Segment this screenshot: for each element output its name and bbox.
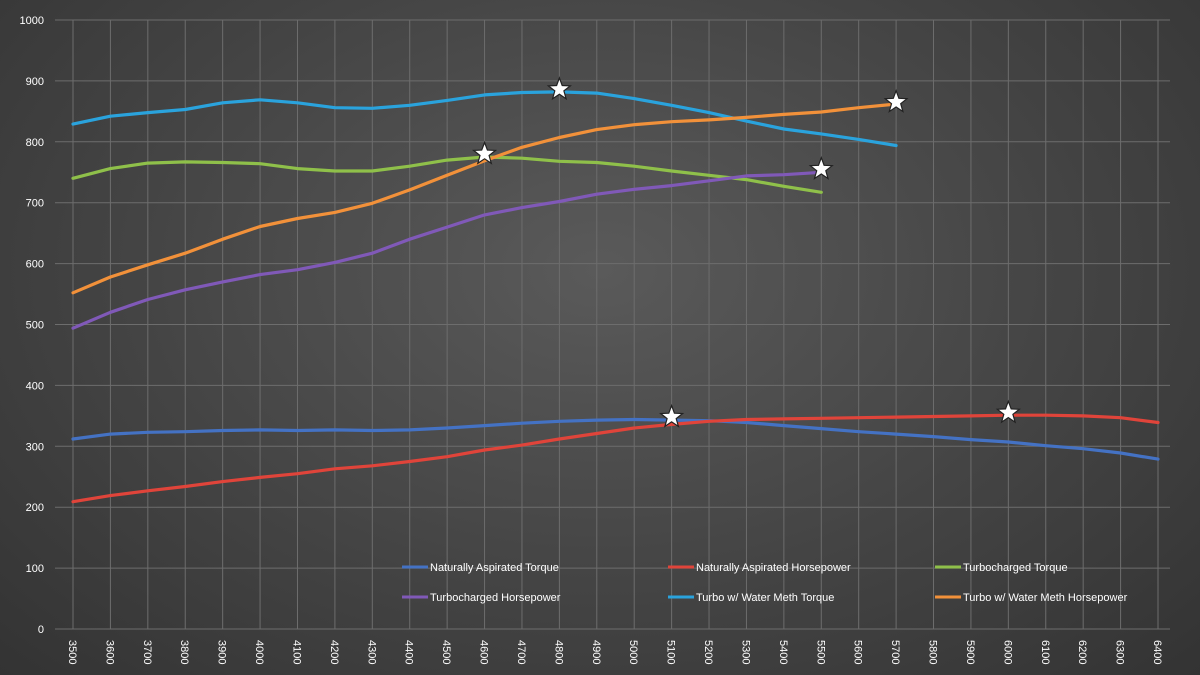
x-tick-label: 5700 [889, 640, 901, 664]
legend-item: Turbocharged Horsepower [402, 592, 561, 604]
x-tick-label: 5600 [852, 640, 864, 664]
y-tick-label: 600 [26, 259, 44, 271]
legend-item: Turbo w/ Water Meth Torque [668, 592, 834, 604]
legend-label: Turbo w/ Water Meth Torque [696, 592, 834, 604]
x-tick-label: 4400 [403, 640, 415, 664]
y-tick-label: 1000 [20, 15, 44, 27]
series-line-2 [71, 413, 1160, 504]
x-tick-label: 5100 [665, 640, 677, 664]
y-tick-label: 800 [26, 137, 44, 149]
y-tick-label: 900 [26, 76, 44, 88]
x-tick-label: 3700 [141, 640, 153, 664]
peak-star-icon [808, 155, 834, 180]
peak-star-icon [883, 88, 909, 113]
y-tick-label: 200 [26, 502, 44, 514]
x-tick-label: 3600 [103, 640, 115, 664]
x-tick-label: 5500 [814, 640, 826, 664]
x-tick-label: 6000 [1001, 640, 1013, 664]
series-line-4 [71, 170, 823, 330]
x-tick-label: 4000 [253, 640, 265, 664]
legend-item: Turbo w/ Water Meth Horsepower [935, 592, 1128, 604]
x-tick-label: 4600 [478, 640, 490, 664]
peak-star-icon [471, 140, 498, 165]
series-line-6 [71, 102, 898, 295]
x-tick-label: 4100 [290, 640, 302, 664]
legend-label: Naturally Aspirated Horsepower [696, 562, 851, 574]
y-tick-label: 0 [38, 624, 44, 636]
legend-item: Naturally Aspirated Torque [402, 562, 559, 574]
x-tick-label: 3800 [178, 640, 190, 664]
y-tick-label: 300 [26, 441, 44, 453]
x-tick-label: 6100 [1039, 640, 1051, 664]
x-tick-label: 4300 [365, 640, 377, 664]
x-tick-label: 6300 [1114, 640, 1126, 664]
x-tick-label: 5400 [777, 640, 789, 664]
peak-star-icon [546, 76, 572, 101]
peak-markers [471, 76, 1021, 428]
legend-item: Turbocharged Torque [935, 562, 1068, 574]
x-tick-label: 4900 [590, 640, 602, 664]
x-tick-label: 5800 [927, 640, 939, 664]
x-tick-label: 4500 [440, 640, 452, 664]
y-axis-ticks: 0 100 200 300 400 500 600 700 800 900 1000 [20, 15, 44, 636]
x-tick-label: 4800 [552, 640, 564, 664]
legend-item: Naturally Aspirated Horsepower [668, 562, 851, 574]
series-line-3 [71, 155, 823, 194]
legend-label: Turbocharged Torque [963, 562, 1068, 574]
x-tick-label: 5000 [627, 640, 639, 664]
y-tick-label: 700 [26, 198, 44, 210]
peak-star-icon [995, 399, 1021, 424]
y-tick-label: 100 [26, 563, 44, 575]
x-tick-label: 3500 [66, 640, 78, 664]
x-tick-label: 5900 [964, 640, 976, 664]
y-tick-label: 400 [26, 380, 44, 392]
grid [55, 19, 1170, 630]
x-tick-label: 4200 [328, 640, 340, 664]
y-tick-label: 500 [26, 320, 44, 332]
x-tick-label: 5200 [702, 640, 714, 664]
x-tick-label: 4700 [515, 640, 527, 664]
series-line-1 [71, 417, 1160, 461]
series-lines [71, 90, 1160, 504]
peak-star-icon [659, 403, 685, 428]
x-tick-label: 3900 [216, 640, 228, 664]
legend-label: Naturally Aspirated Torque [430, 562, 559, 574]
x-tick-label: 5300 [739, 640, 751, 664]
legend: Naturally Aspirated Torque Naturally Aspi… [402, 562, 1128, 604]
legend-label: Turbo w/ Water Meth Horsepower [963, 592, 1128, 604]
x-tick-label: 6400 [1151, 640, 1163, 664]
x-axis-ticks: 3500 3600 3700 3800 3900 4000 4100 4200 4300 4400… [66, 640, 1163, 664]
series-line-5 [71, 90, 898, 148]
x-tick-label: 6200 [1076, 640, 1088, 664]
legend-label: Turbocharged Horsepower [430, 592, 561, 604]
